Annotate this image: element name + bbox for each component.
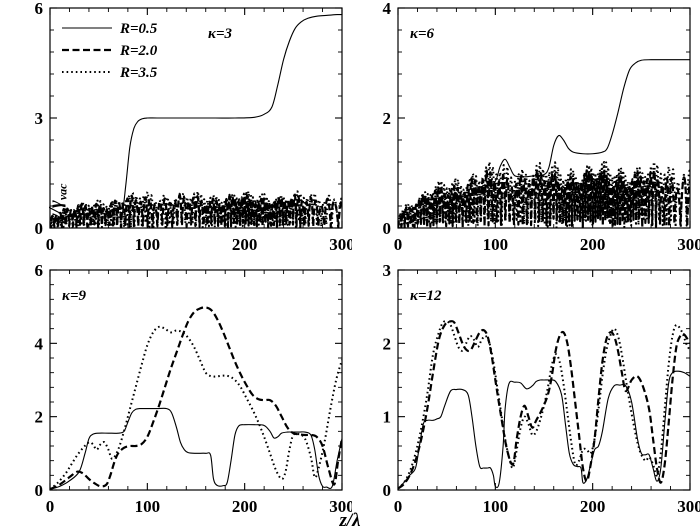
y-tick-label: 6 [35,0,44,18]
plot-kappa-3: 0 100 200 300 0 3 6 κ=3 R=0.5 R=2.0 R=3.5 [35,0,353,254]
curve-dotted [398,320,690,490]
y-tick-label: 3 [383,262,392,280]
legend: R=0.5 R=2.0 R=3.5 [62,21,158,81]
x-tick-label: 300 [677,235,700,254]
curve-dashed [50,306,342,490]
panel-kappa-6: 0 100 200 300 0 2 4 κ=6 [348,0,700,270]
plot-kappa-6: 0 100 200 300 0 2 4 κ=6 [383,0,700,254]
x-tick-label: 300 [329,497,352,516]
plot-frame [49,269,343,491]
y-tick-label: 3 [35,109,44,128]
legend-label: R=2.0 [119,43,158,59]
curve-dotted [398,161,690,228]
y-tick-label: 0 [383,219,392,238]
x-tick-label: 200 [580,235,606,254]
y-tick-label: 0 [35,481,44,500]
axis-ticks [397,7,691,229]
y-tick-label: 4 [383,0,392,18]
panel-label-kappa-6: κ=6 [410,26,434,42]
curves [50,306,342,490]
x-tick-label: 100 [483,497,509,516]
panel-label-kappa-3: κ=3 [208,26,232,42]
x-tick-label: 100 [135,497,161,516]
y-tick-label: 0 [35,219,44,238]
x-tick-label: 200 [580,497,606,516]
panel-kappa-12: 0 100 200 300 0 1 2 3 κ=12 [348,262,700,532]
panel-kappa-9: 0 100 200 300 0 2 4 6 κ=9 [0,262,353,532]
x-tick-label: 300 [677,497,700,516]
curve-dotted [50,325,342,490]
y-tick-label: 0 [383,481,392,500]
x-tick-label: 0 [46,497,55,516]
x-tick-label: 300 [329,235,352,254]
curve-solid [50,407,342,490]
x-axis-label: z/λ [339,510,361,531]
curves [398,59,690,228]
curve-dashed [398,320,690,490]
x-tick-label: 0 [394,235,403,254]
y-tick-label: 6 [35,262,44,280]
x-tick-label: 200 [232,235,258,254]
curves [50,13,342,228]
legend-label: R=0.5 [119,21,158,37]
x-tick-label: 0 [394,497,403,516]
y-tick-label: 2 [383,109,392,128]
y-tick-label: 2 [383,334,392,353]
y-tick-label: 1 [383,408,392,427]
curve-dotted [50,190,342,228]
plot-kappa-12: 0 100 200 300 0 1 2 3 κ=12 [383,262,700,516]
x-tick-label: 200 [232,497,258,516]
panel-label-kappa-12: κ=12 [410,288,442,304]
panel-kappa-3: 0 100 200 300 0 3 6 κ=3 R=0.5 R=2.0 R=3.5 [0,0,353,270]
x-tick-label: 100 [135,235,161,254]
x-tick-label: 100 [483,235,509,254]
x-tick-label: 0 [46,235,55,254]
axis-ticks [49,269,343,491]
plot-kappa-9: 0 100 200 300 0 2 4 6 κ=9 [35,262,353,516]
plot-frame [397,269,691,491]
axis-ticks [397,269,691,491]
curves [398,320,690,490]
panel-label-kappa-9: κ=9 [62,288,86,304]
y-tick-label: 4 [35,334,44,353]
y-tick-label: 2 [35,408,44,427]
legend-label: R=3.5 [119,65,158,81]
curve-solid [398,370,690,489]
